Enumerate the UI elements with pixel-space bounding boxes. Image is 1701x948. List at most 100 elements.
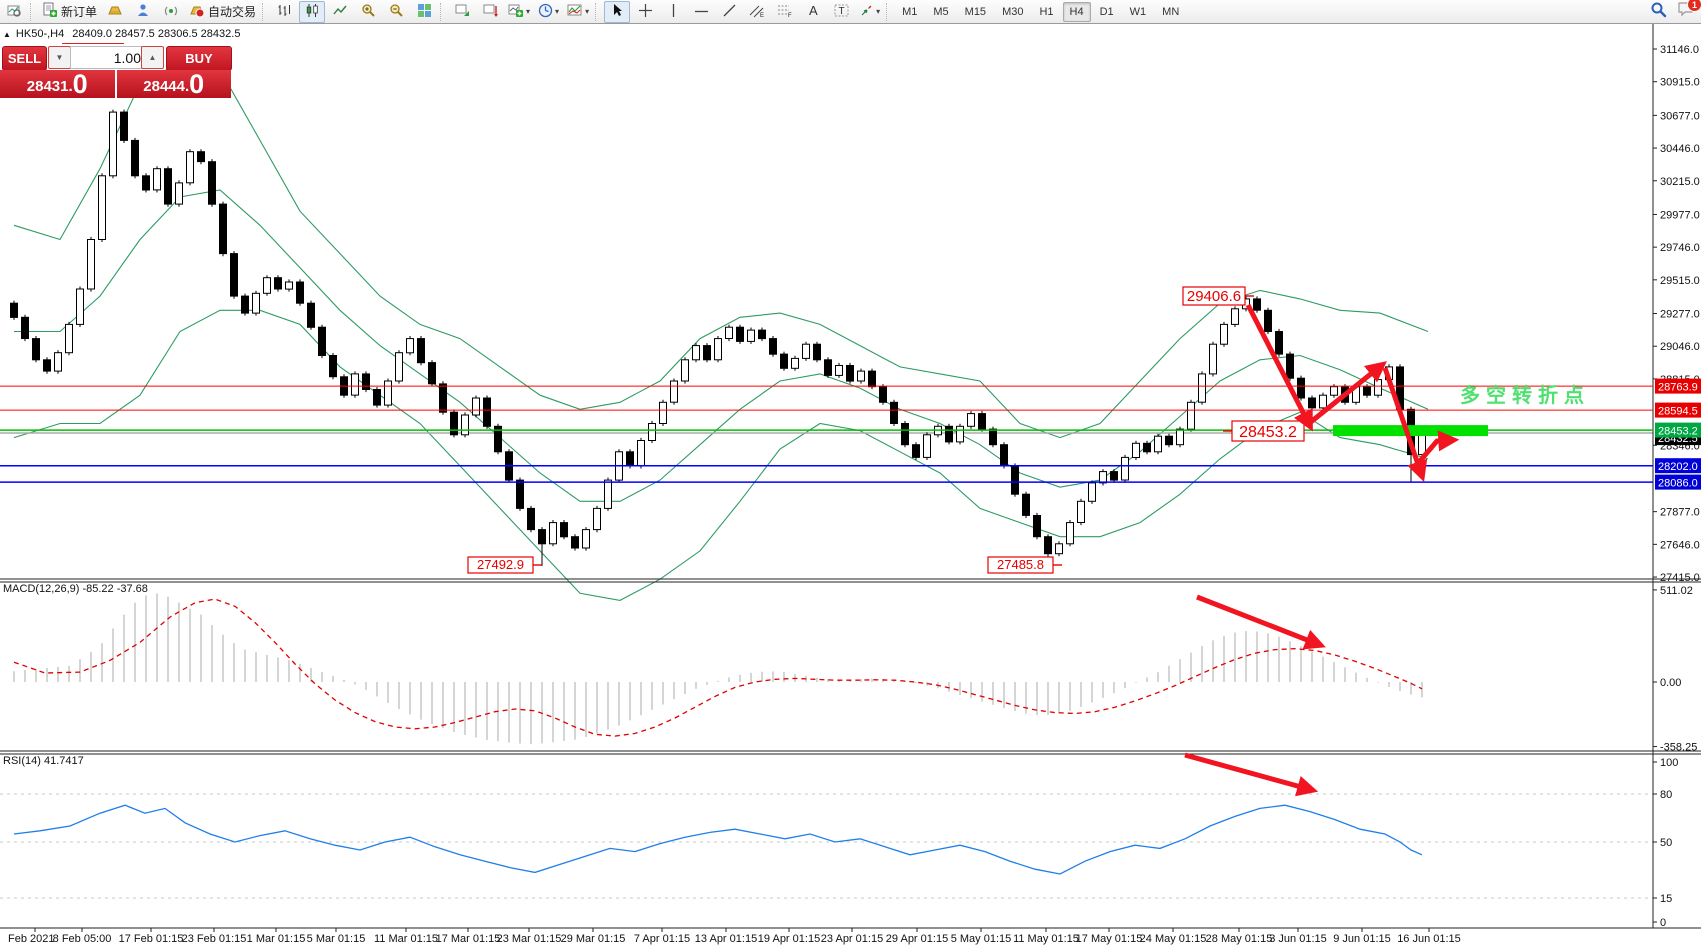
candle bbox=[1308, 397, 1316, 409]
candle bbox=[736, 326, 744, 342]
timeframe-m5-button[interactable]: M5 bbox=[933, 5, 949, 18]
tile-windows-button[interactable] bbox=[411, 1, 437, 23]
candle bbox=[54, 352, 62, 372]
time-tick-label: 13 Apr 01:15 bbox=[695, 933, 757, 945]
time-tick-label: 1 Mar 01:15 bbox=[247, 933, 306, 945]
chevron-down-icon[interactable]: ▾ bbox=[876, 7, 881, 16]
annotation-text[interactable]: 多空转折点 bbox=[1460, 383, 1590, 407]
rsi-label: RSI(14) 41.7417 bbox=[3, 755, 84, 767]
candle bbox=[1033, 515, 1041, 538]
vline-tool-button[interactable] bbox=[660, 1, 686, 23]
notifications-icon[interactable]: 1 bbox=[1677, 0, 1701, 22]
bar-chart-button[interactable] bbox=[271, 1, 297, 23]
channel-button[interactable]: E bbox=[744, 1, 770, 23]
data-window-button[interactable] bbox=[130, 1, 156, 23]
timeframe-m15-button[interactable]: M15 bbox=[964, 5, 987, 18]
sell-button[interactable]: SELL bbox=[2, 46, 47, 71]
volume-increase-button[interactable]: ▲ bbox=[141, 46, 164, 69]
timeframe-w1-button[interactable]: W1 bbox=[1129, 5, 1147, 18]
svg-text:A: A bbox=[809, 3, 818, 18]
zoom-out-button[interactable] bbox=[383, 1, 409, 23]
signals-button[interactable] bbox=[158, 1, 184, 23]
candle bbox=[395, 352, 403, 382]
trend-arrow[interactable] bbox=[1184, 752, 1319, 797]
axis-price-label: 28594.5 bbox=[1655, 402, 1701, 418]
time-tick-label: 5 May 01:15 bbox=[951, 933, 1012, 945]
volume-decrease-button[interactable]: ▼ bbox=[48, 46, 71, 69]
ask-price[interactable]: 28444. 0 bbox=[116, 70, 231, 98]
arrows-tool-button[interactable]: ▾ bbox=[856, 1, 883, 23]
timeframe-h4-button[interactable]: H4 bbox=[1062, 1, 1091, 22]
drawn-objects-layer[interactable]: 29406.6 28453.2 27492.9 27485.8 多空转折点 bbox=[0, 286, 1653, 797]
expand-triangle-icon[interactable]: ▲ bbox=[3, 29, 11, 39]
bid-price[interactable]: 28431. 0 bbox=[0, 70, 115, 98]
buy-button[interactable]: BUY bbox=[166, 46, 232, 71]
trend-arrow[interactable] bbox=[1412, 430, 1460, 470]
svg-text:F: F bbox=[788, 13, 792, 18]
price-tick-label: 30215.0 bbox=[1660, 176, 1700, 188]
fibonacci-button[interactable]: F bbox=[772, 1, 798, 23]
candle bbox=[560, 522, 568, 538]
axis-price-label: 28453.2 bbox=[1655, 422, 1701, 438]
profiles-button[interactable]: ▾ bbox=[535, 1, 562, 23]
auto-arrange-button[interactable] bbox=[477, 1, 503, 23]
macd-panel: MACD(12,26,9) -85.22 -37.68 bbox=[3, 583, 1423, 745]
candle bbox=[593, 507, 601, 531]
candle bbox=[362, 373, 370, 390]
timeframe-d1-button[interactable]: D1 bbox=[1099, 5, 1114, 18]
chevron-down-icon[interactable]: ▾ bbox=[526, 7, 531, 16]
candle bbox=[472, 397, 480, 416]
hline-tool-button[interactable] bbox=[688, 1, 714, 23]
candle bbox=[1319, 394, 1327, 409]
new-chart-button[interactable]: ▾ bbox=[505, 1, 533, 23]
timeframe-mn-button[interactable]: MN bbox=[1162, 5, 1180, 18]
macd-tick-label: 0.00 bbox=[1660, 677, 1681, 689]
autotrade-button[interactable]: 自动交易 bbox=[186, 1, 259, 23]
text-tool-button[interactable]: A bbox=[800, 1, 826, 23]
time-tick-label: 3 Jun 01:15 bbox=[1269, 933, 1327, 945]
zoom-in-button[interactable] bbox=[355, 1, 381, 23]
price-annotation[interactable]: 27485.8 bbox=[987, 556, 1062, 574]
new-order-button[interactable]: 新订单 bbox=[39, 1, 100, 23]
timeframe-m30-button[interactable]: M30 bbox=[1002, 5, 1024, 18]
candle bbox=[263, 277, 271, 294]
candle bbox=[1209, 343, 1217, 375]
rsi-tick-label: 100 bbox=[1660, 757, 1678, 769]
timeframe-h1-button[interactable]: H1 bbox=[1039, 5, 1054, 18]
candle bbox=[252, 292, 260, 314]
text-label-button[interactable]: T bbox=[828, 1, 854, 23]
support-zone-bar[interactable] bbox=[1333, 425, 1488, 437]
chevron-down-icon[interactable]: ▾ bbox=[585, 7, 590, 16]
indicators-button[interactable]: ▾ bbox=[564, 1, 592, 23]
candle bbox=[1176, 428, 1184, 446]
signals-icon bbox=[164, 3, 179, 21]
timeframe-m1-button[interactable]: M1 bbox=[902, 5, 918, 18]
rsi-tick-label: 50 bbox=[1660, 837, 1672, 849]
candle bbox=[681, 359, 689, 382]
chevron-down-icon[interactable]: ▾ bbox=[555, 7, 560, 16]
candle bbox=[164, 168, 172, 205]
search-icon[interactable] bbox=[1650, 1, 1667, 23]
price-annotation[interactable]: 28453.2 bbox=[1223, 420, 1305, 442]
trend-arrow[interactable] bbox=[1196, 594, 1326, 650]
arrange-charts-button[interactable] bbox=[449, 1, 475, 23]
main-toolbar: 新订单 自动交易 ▾ ▾ ▾ E F A T ▾ M1 M5 M15 M30 H1 H4 D1 W1 MN bbox=[0, 0, 1701, 24]
price-annotation[interactable]: 29406.6 bbox=[1182, 286, 1254, 306]
cursor-button[interactable] bbox=[604, 0, 631, 23]
trendline-button[interactable] bbox=[716, 1, 742, 23]
trend-arrow[interactable] bbox=[1245, 303, 1313, 432]
crosshair-button[interactable] bbox=[632, 1, 658, 23]
candle bbox=[571, 536, 579, 549]
market-watch-button[interactable] bbox=[102, 1, 128, 23]
time-tick-label: 11 May 01:15 bbox=[1013, 933, 1079, 945]
volume-input[interactable]: 1.00 bbox=[70, 46, 147, 69]
trend-arrow[interactable] bbox=[1382, 367, 1428, 482]
chart-search-button[interactable] bbox=[1, 1, 27, 23]
price-annotation[interactable]: 27492.9 bbox=[467, 556, 542, 574]
symbol-timeframe-label: HK50-,H4 bbox=[15, 28, 65, 40]
candle-chart-button[interactable] bbox=[299, 0, 326, 23]
trend-arrow[interactable] bbox=[1305, 361, 1387, 427]
svg-text:28594.5: 28594.5 bbox=[1658, 406, 1698, 418]
line-chart-button[interactable] bbox=[327, 1, 353, 23]
